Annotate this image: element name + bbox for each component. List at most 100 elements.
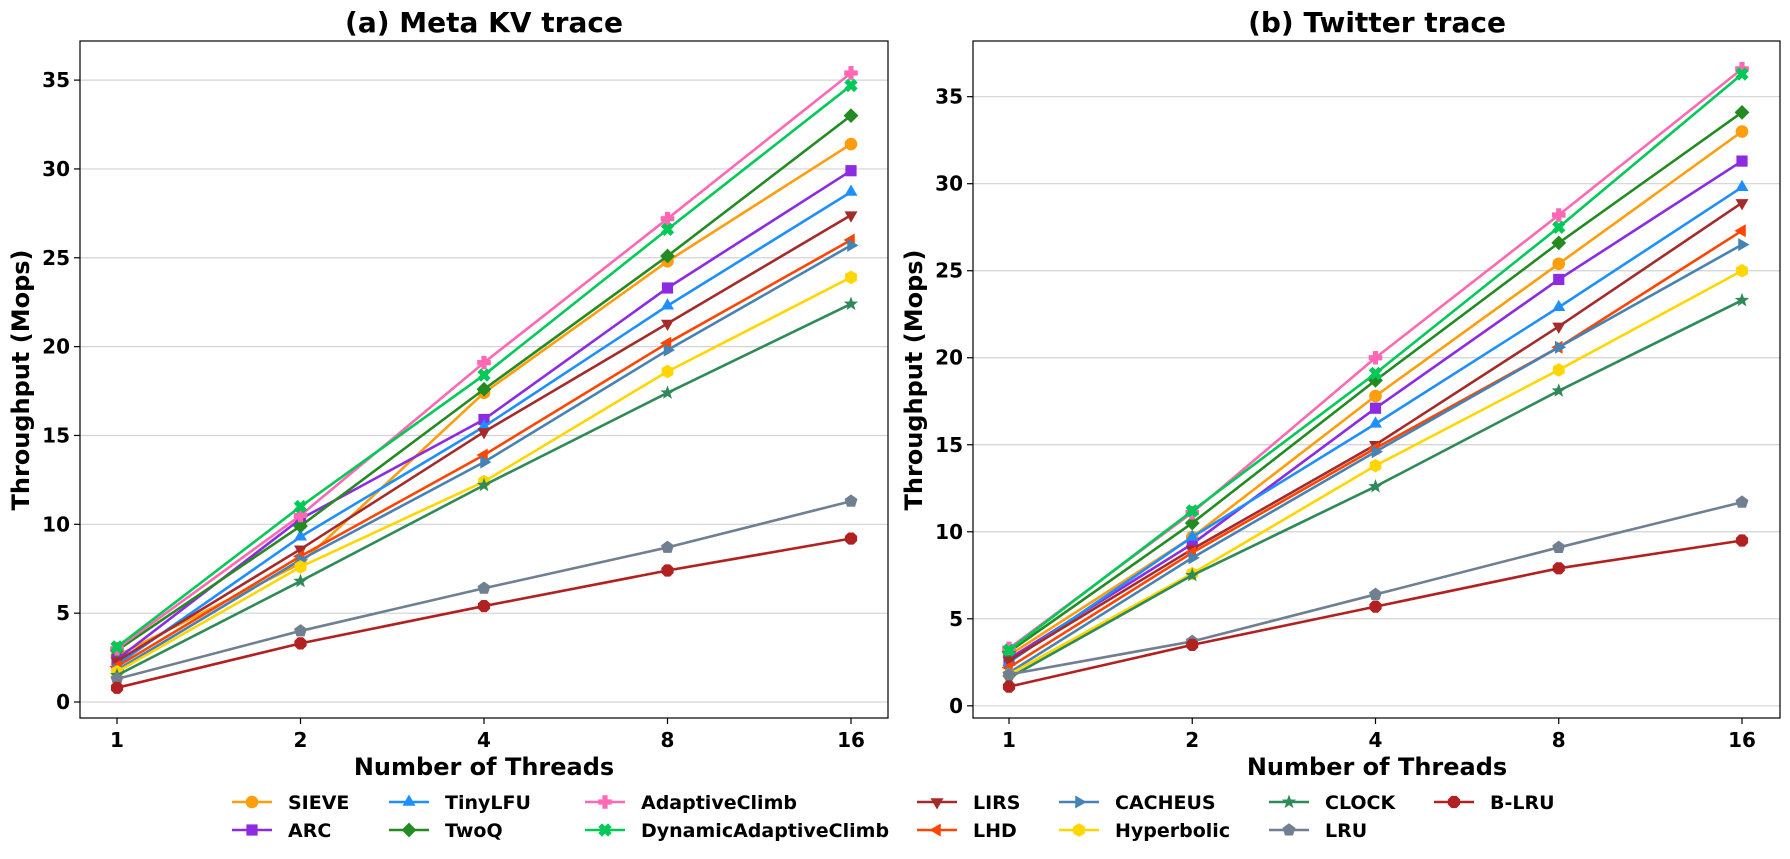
panel-twitter: (b) Twitter trace Number of Threads Thro… [900,6,1781,781]
legend-marker-adaptiveclimb [598,795,612,809]
legend-item-clock: CLOCK [1269,792,1396,814]
y-tick-label: 5 [949,607,963,631]
legend-label: LIRS [973,792,1021,814]
data-point-clock [1551,383,1566,397]
legend-item-lru: LRU [1269,820,1367,842]
data-point-lru [661,540,674,553]
legend-marker-cacheus [1075,795,1087,809]
legend-item-tinylfu: TinyLFU [389,792,531,814]
data-point-b-lru [477,599,491,613]
y-tick-label: 10 [42,512,70,536]
x-tick-label: 8 [1552,728,1566,752]
legend-label: TinyLFU [445,792,531,814]
series-dynamicadaptiveclimb [110,78,858,654]
y-tick-label: 0 [56,690,70,714]
data-point-sieve [1735,125,1749,138]
x-tick-label: 16 [837,728,865,752]
y-tick-label: 5 [56,601,70,625]
data-point-lirs [1002,656,1016,669]
data-point-lru [1735,495,1749,508]
x-tick-label: 1 [110,728,124,752]
data-point-arc [845,165,857,177]
y-tick-label: 15 [42,423,70,447]
data-point-tinylfu [661,298,674,310]
data-point-adaptiveclimb [293,508,308,523]
legend-marker-lirs [930,798,944,810]
data-point-b-lru [1186,638,1199,651]
grid [973,96,1780,707]
legend-label: Hyperbolic [1115,820,1230,842]
legend-marker-b-lru [1447,795,1461,809]
data-point-cacheus [663,343,675,357]
data-point-arc [1736,155,1748,167]
y-tick-label: 25 [935,259,963,283]
legend-item-b-lru: B-LRU [1434,792,1555,814]
data-point-clock [1185,567,1200,582]
legend-marker-arc [246,824,258,836]
data-point-tinylfu [1735,179,1749,191]
data-point-sieve [844,137,858,151]
data-point-dynamicadaptiveclimb [660,222,675,236]
data-point-tinylfu [844,184,858,196]
data-point-adaptiveclimb [844,66,858,80]
data-point-lru [1002,667,1016,680]
plot-frame [972,40,1781,719]
series-lru [110,494,858,685]
data-point-clock [1734,292,1750,307]
data-point-twoq [1184,515,1200,531]
legend-label: LRU [1325,820,1367,842]
data-point-dynamicadaptiveclimb [1735,67,1749,81]
data-point-lhd [476,448,488,462]
y-tick-label: 25 [42,246,70,270]
data-point-sieve [1552,257,1566,271]
series-group [1001,62,1750,693]
data-point-tinylfu [1369,416,1382,428]
data-point-adaptiveclimb [1735,62,1749,76]
x-tick-label: 2 [294,728,308,752]
legend-marker-dynamicadaptiveclimb [598,823,612,837]
data-point-hyperbolic [1552,363,1565,377]
panel-meta-kv: (a) Meta KV trace Number of Threads Thro… [7,6,889,781]
legend-label: TwoQ [445,820,503,842]
data-point-hyperbolic [845,270,857,285]
data-point-lirs [477,428,491,440]
x-tick-label: 16 [1728,728,1756,752]
data-point-twoq [476,381,492,397]
series-lru [1002,495,1749,680]
legend-label: AdaptiveClimb [641,792,797,814]
series-b-lru [110,532,858,694]
data-point-clock [293,573,308,588]
y-tick-label: 15 [935,433,963,457]
panel-title: (a) Meta KV trace [345,6,623,39]
legend-label: DynamicAdaptiveClimb [641,820,889,842]
data-point-lhd [1734,224,1746,238]
data-point-b-lru [661,564,674,577]
legend-item-adaptiveclimb: AdaptiveClimb [585,792,797,814]
data-point-b-lru [1002,680,1016,693]
data-point-lhd [660,336,672,350]
y-axis-label: Throughput (Mops) [900,250,928,511]
data-point-arc [1369,402,1382,414]
y-tick-label: 20 [42,335,70,359]
legend-marker-twoq [401,822,417,838]
panel-title: (b) Twitter trace [1248,6,1506,39]
x-tick-label: 4 [477,728,491,752]
legend-marker-sieve [245,795,259,809]
data-point-arc [1186,538,1198,550]
series-b-lru [1002,534,1749,693]
data-point-lru [1369,587,1382,600]
data-point-twoq [660,248,675,264]
legend-item-twoq: TwoQ [389,820,503,842]
legend-item-dynamicadaptiveclimb: DynamicAdaptiveClimb [585,820,889,842]
data-point-clock [476,477,492,492]
data-point-dynamicadaptiveclimb [293,499,308,514]
data-point-lru [294,624,307,637]
data-point-lru [110,672,124,685]
y-tick-label: 10 [935,520,963,544]
x-tick-label: 1 [1002,728,1016,752]
x-axis-label: Number of Threads [1247,753,1507,781]
data-point-twoq [843,108,859,124]
legend-label: SIEVE [288,792,349,814]
y-axis-label: Throughput (Mops) [7,250,35,511]
